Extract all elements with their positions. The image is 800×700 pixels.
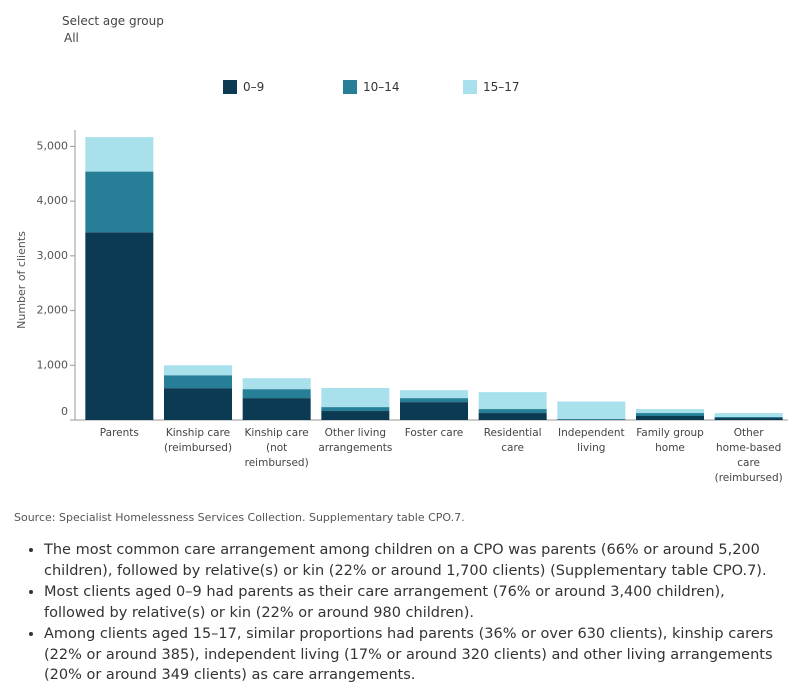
bar-segment xyxy=(85,232,154,420)
bar-segment xyxy=(85,171,154,233)
bar-segment xyxy=(557,401,626,420)
bar-segment xyxy=(636,413,704,417)
note: Among clients aged 15–17, similar propor… xyxy=(44,624,790,686)
legend-label: 0–9 xyxy=(243,80,265,94)
x-tick-label: Residential care xyxy=(483,427,542,454)
legend-item: 10–14 xyxy=(343,80,400,94)
legend-label: 15–17 xyxy=(483,80,520,94)
x-tick-label: Other home-based care (reimbursed) xyxy=(714,427,783,484)
bar-segment xyxy=(242,398,311,420)
legend-item: 0–9 xyxy=(223,80,264,94)
y-tick-label: 2,000 xyxy=(37,304,69,317)
note: The most common care arrangement among c… xyxy=(44,540,790,581)
legend-swatch xyxy=(223,80,237,94)
y-axis-title: Number of clients xyxy=(15,231,28,329)
bar-segment xyxy=(85,137,154,172)
bar-segment xyxy=(636,409,704,414)
bar-segment xyxy=(164,388,232,420)
chart-area: Number of clients 0 1,000 2,000 3,000 4,000 5… xyxy=(0,60,800,500)
bar-segment xyxy=(636,416,704,420)
chart: Number of clients 0 1,000 2,000 3,000 4,000 5… xyxy=(15,130,788,421)
bar-segment xyxy=(321,411,390,420)
bar-segment xyxy=(242,378,311,390)
control-value[interactable]: All xyxy=(64,31,79,45)
legend-swatch xyxy=(343,80,357,94)
note: Most clients aged 0–9 had parents as the… xyxy=(44,582,790,623)
bar-segment xyxy=(400,402,468,420)
y-tick-label: 4,000 xyxy=(37,194,69,207)
legend-item: 15–17 xyxy=(463,80,520,94)
bar-segment xyxy=(400,390,468,399)
bar-segment xyxy=(321,407,390,412)
bar-segment xyxy=(714,416,783,419)
control-label: Select age group xyxy=(62,14,164,28)
x-tick-label: Independent living xyxy=(558,427,625,454)
bar-segment xyxy=(478,413,547,420)
legend-swatch xyxy=(463,80,477,94)
notes: The most common care arrangement among c… xyxy=(10,540,790,687)
bar-segment xyxy=(321,387,390,408)
x-tick-label: Kinship care (not reimbursed) xyxy=(244,427,309,469)
x-tick-label: Family group home xyxy=(636,427,704,454)
bar-segment xyxy=(714,413,783,417)
bar-segment xyxy=(557,419,626,420)
source: Source: Specialist Homelessness Services… xyxy=(14,511,465,524)
bar-segment xyxy=(400,398,468,403)
bar-segment xyxy=(164,375,232,389)
y-tick-label: 0 xyxy=(61,405,68,418)
legend-label: 10–14 xyxy=(363,80,400,94)
bar-segment xyxy=(478,392,547,410)
bar-segment xyxy=(478,409,547,414)
y-tick-label: 5,000 xyxy=(37,139,69,152)
y-tick-label: 1,000 xyxy=(37,358,69,371)
bar-segment xyxy=(242,389,311,399)
y-tick-label: 3,000 xyxy=(37,249,69,262)
x-tick-label: Other living arrangements xyxy=(318,427,393,454)
bar-segment xyxy=(164,365,232,376)
x-tick-label: Kinship care (reimbursed) xyxy=(163,427,233,454)
x-tick-label: Parents xyxy=(99,427,139,439)
bar-segment xyxy=(714,418,783,420)
x-tick-label: Foster care xyxy=(404,427,464,439)
